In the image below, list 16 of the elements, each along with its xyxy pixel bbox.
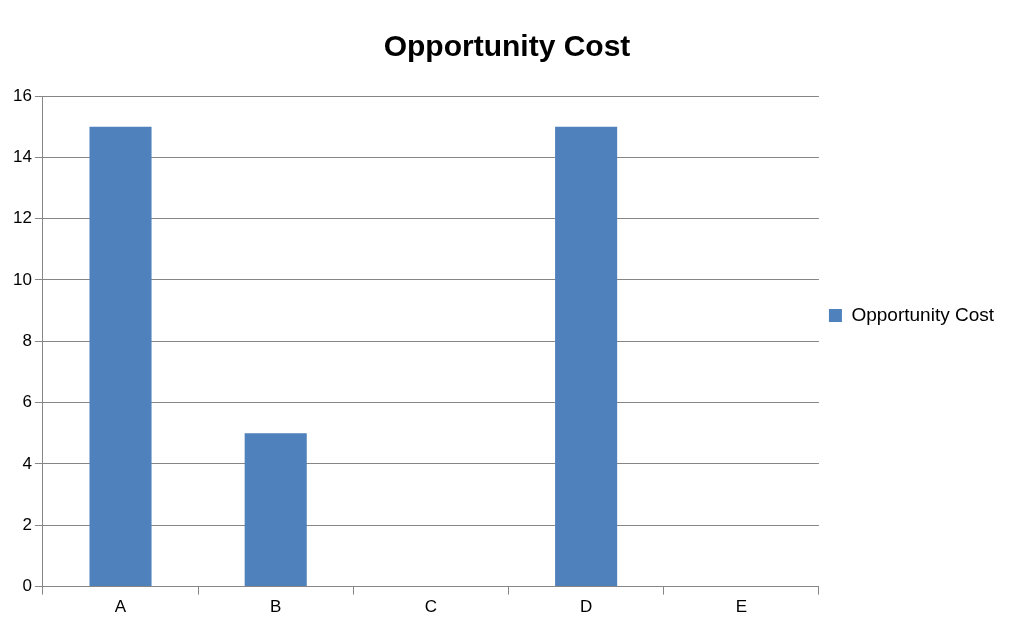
y-tick-label: 6 xyxy=(22,392,32,412)
x-tick-label: A xyxy=(114,597,127,617)
y-tick-label: 16 xyxy=(12,85,32,105)
x-tick-label: B xyxy=(270,597,282,617)
chart-title: Opportunity Cost xyxy=(383,29,631,63)
y-tick-label: 10 xyxy=(12,269,32,289)
y-tick-label: 8 xyxy=(22,330,32,350)
legend-label: Opportunity Cost xyxy=(851,303,995,325)
y-tick-label: 4 xyxy=(22,453,32,473)
x-tick-label: D xyxy=(579,597,593,617)
x-tick-label: E xyxy=(735,597,747,617)
y-tick-label: 2 xyxy=(22,514,32,534)
y-tick-label: 14 xyxy=(12,147,32,167)
x-tick-label: C xyxy=(424,597,438,617)
y-tick-label: 12 xyxy=(12,208,32,228)
y-tick-label: 0 xyxy=(22,576,32,596)
